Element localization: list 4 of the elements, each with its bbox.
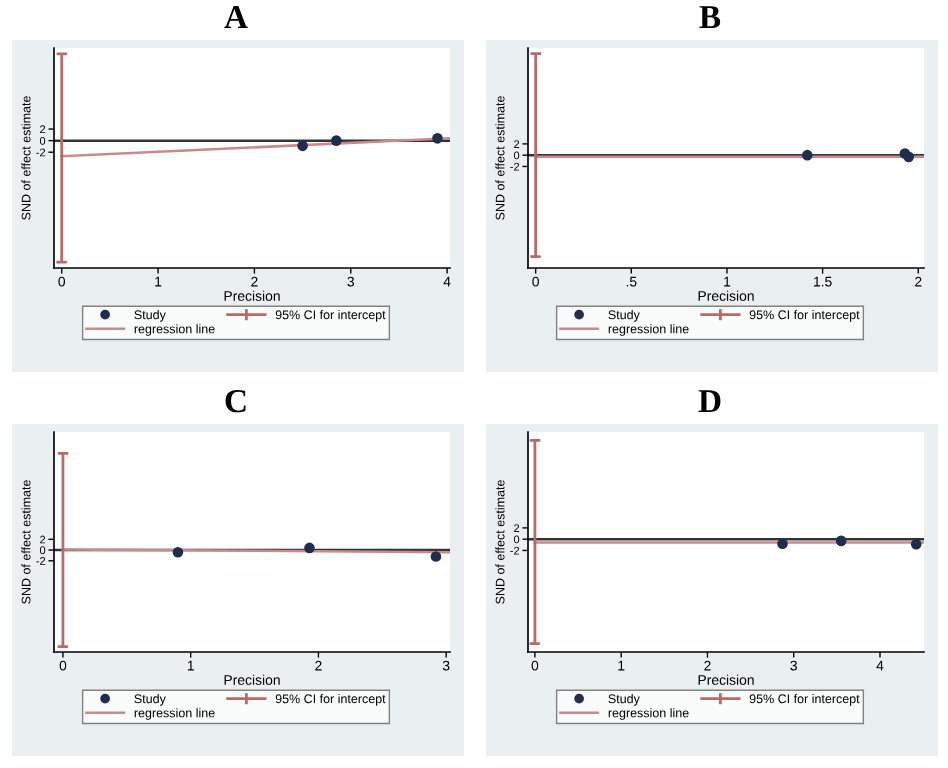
chart-title: C xyxy=(225,389,246,413)
chart-title: D xyxy=(698,390,721,413)
chart-title: A xyxy=(224,6,248,29)
chart-title: B xyxy=(699,6,721,29)
